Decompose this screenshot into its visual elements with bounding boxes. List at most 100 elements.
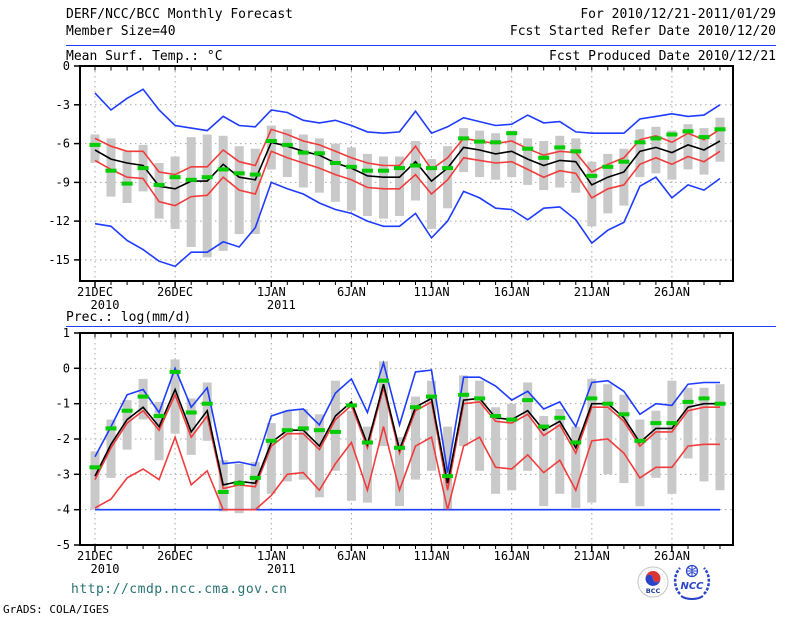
prec-spread-bars <box>90 359 725 514</box>
green-dash-marker <box>666 132 678 137</box>
green-dash-marker <box>329 161 341 165</box>
spread-bar <box>234 463 244 514</box>
forecast-range: For 2010/12/21-2011/01/29 <box>580 7 776 22</box>
spread-bar <box>186 398 196 455</box>
green-dash-marker <box>682 399 694 404</box>
spread-bar <box>491 407 501 494</box>
green-dash-marker <box>394 445 405 450</box>
temp-spread-upper-line <box>94 128 721 176</box>
source-url: http://cmdp.ncc.cma.gov.cn <box>71 582 288 597</box>
green-dash-marker <box>506 131 518 136</box>
spread-bar <box>459 128 469 173</box>
green-dash-marker <box>169 369 181 374</box>
spread-bar <box>475 380 485 471</box>
green-dash-marker <box>217 490 229 494</box>
spread-bar <box>555 135 565 188</box>
x-tick-label: 26DEC <box>157 549 193 563</box>
y-tick-label: -9 <box>56 175 70 189</box>
spread-bar <box>555 409 565 494</box>
spread-bar <box>346 410 356 501</box>
green-dash-marker <box>682 129 694 134</box>
spread-bar <box>379 156 388 219</box>
green-dash-marker <box>458 392 470 397</box>
spread-bar <box>170 156 180 229</box>
green-dash-marker <box>602 401 614 406</box>
spread-bar <box>603 384 613 475</box>
spread-bar <box>683 387 693 459</box>
green-dash-marker <box>714 401 726 406</box>
green-dash-marker <box>474 139 486 144</box>
green-dash-marker <box>137 166 149 171</box>
spread-bar <box>683 124 693 170</box>
bcc-logo-text: BCC <box>646 587 661 595</box>
green-dash-marker <box>442 474 454 479</box>
spread-bar <box>619 148 629 206</box>
temp-spread-lower-line <box>94 150 721 207</box>
spread-bar <box>443 146 453 209</box>
spread-bar <box>218 135 228 251</box>
spread-bar <box>571 138 581 193</box>
green-dash-marker <box>650 421 662 426</box>
spread-bar <box>298 409 308 480</box>
spread-bar <box>523 382 533 471</box>
ncc-logo-wreath-left <box>673 567 681 595</box>
green-dash-marker <box>89 142 101 147</box>
green-dash-marker <box>602 164 614 169</box>
spread-bar <box>603 153 613 214</box>
green-dash-marker <box>506 417 518 422</box>
spread-bar <box>715 117 725 162</box>
green-dash-marker <box>426 394 437 399</box>
fcst-produced-label: Fcst Produced Date 2010/12/21 <box>549 49 776 64</box>
green-dash-marker <box>634 438 646 443</box>
green-dash-marker <box>281 142 293 147</box>
spread-bar <box>715 384 725 491</box>
bcc-logo-microtext-ring <box>640 569 666 595</box>
ncc-logo-globe-grid <box>686 565 698 577</box>
green-dash-marker <box>666 421 678 426</box>
spread-bar <box>330 380 340 471</box>
temp-ens-max-line <box>94 88 721 135</box>
x-tick-year: 2011 <box>267 562 296 576</box>
spread-bar <box>154 163 164 219</box>
green-dash-marker <box>233 171 245 176</box>
y-tick-label: -12 <box>48 214 70 228</box>
green-dash-marker <box>361 440 373 445</box>
x-tick-label: 6JAN <box>337 549 366 563</box>
separator-line-bottom <box>66 326 776 327</box>
spread-bar <box>138 378 148 420</box>
spread-bar <box>651 410 661 478</box>
green-dash-marker <box>297 426 309 431</box>
green-dash-marker <box>538 155 550 160</box>
spread-bar <box>186 137 196 247</box>
spread-bar <box>619 394 629 484</box>
green-dash-marker <box>281 428 293 433</box>
x-tick-label: 26JAN <box>654 549 690 563</box>
x-tick-label: 1JAN <box>257 285 286 299</box>
spread-bar <box>523 138 533 185</box>
green-dash-marker <box>554 415 566 420</box>
temp-obs-markers <box>89 127 726 187</box>
spread-bar <box>699 128 709 175</box>
y-tick-label: -4 <box>56 503 70 517</box>
ncc-logo-ribbon <box>680 595 704 600</box>
green-dash-marker <box>586 396 598 401</box>
spread-bar <box>507 130 517 178</box>
green-dash-marker <box>105 426 117 431</box>
green-dash-marker <box>410 405 421 410</box>
green-dash-marker <box>201 401 213 406</box>
member-size-label: Member Size=40 <box>66 24 176 39</box>
bcc-logo: BCC <box>637 566 669 598</box>
y-tick-label: 1 <box>63 326 70 340</box>
spread-bar <box>314 414 324 498</box>
green-dash-marker <box>554 145 566 150</box>
green-dash-marker <box>153 182 165 187</box>
green-dash-marker <box>249 172 261 177</box>
spread-bar <box>379 361 388 447</box>
x-tick-label: 26DEC <box>157 285 193 299</box>
x-tick-year: 2010 <box>91 298 120 312</box>
spread-bar <box>362 426 372 503</box>
green-dash-marker <box>313 151 325 156</box>
green-dash-marker <box>394 166 405 171</box>
fcst-started-label: Fcst Started Refer Date 2010/12/20 <box>509 24 776 39</box>
